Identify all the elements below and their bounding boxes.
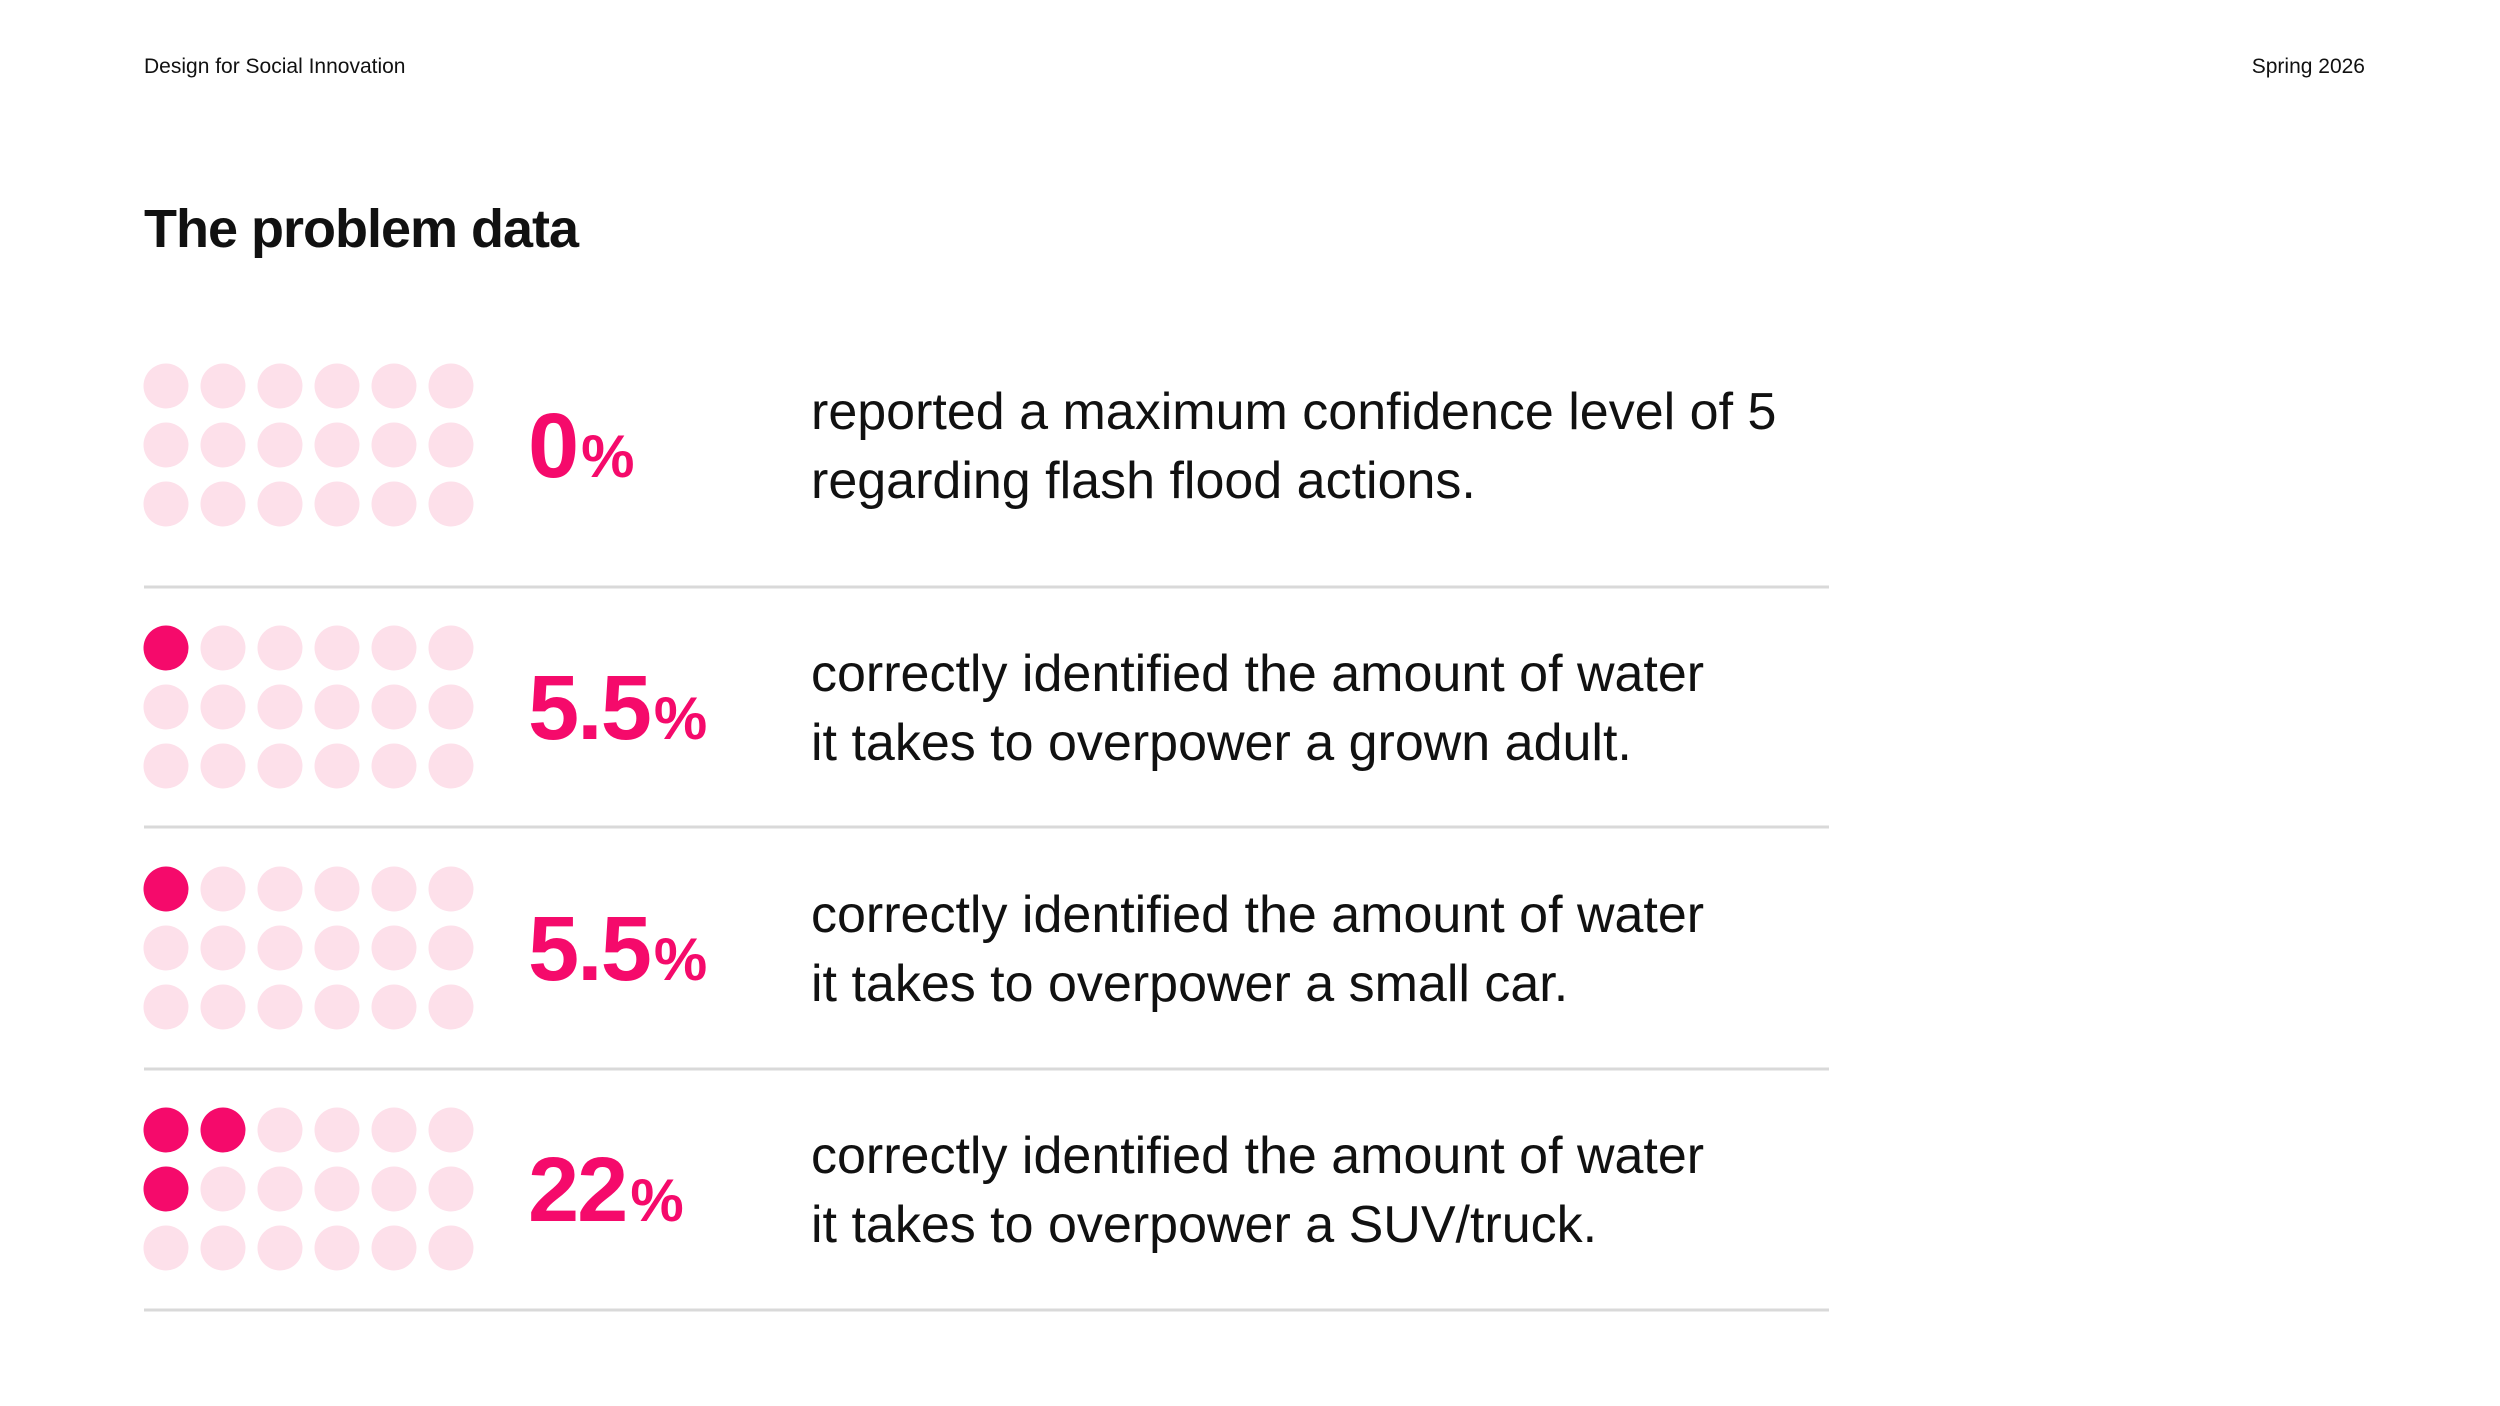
dot xyxy=(200,1225,246,1271)
dot xyxy=(428,743,474,789)
dot xyxy=(314,625,360,671)
dot xyxy=(200,625,246,671)
dot xyxy=(200,684,246,730)
dot xyxy=(314,1107,360,1153)
dot xyxy=(371,363,417,409)
dot xyxy=(257,625,303,671)
stat: 0% xyxy=(528,395,635,497)
stat: 22% xyxy=(528,1139,684,1241)
description-line: correctly identified the amount of water xyxy=(811,886,1704,944)
dot xyxy=(314,684,360,730)
dot xyxy=(371,925,417,971)
dot xyxy=(371,984,417,1030)
dot xyxy=(257,684,303,730)
dot xyxy=(200,743,246,789)
dot xyxy=(143,422,189,468)
description-line: regarding flash flood actions. xyxy=(811,452,1476,510)
dot xyxy=(143,743,189,789)
dot xyxy=(371,481,417,527)
dot-filled xyxy=(143,866,189,912)
dot xyxy=(428,925,474,971)
stat-unit: % xyxy=(630,1167,683,1234)
dot xyxy=(428,684,474,730)
dot xyxy=(143,363,189,409)
description-line: it takes to overpower a SUV/truck. xyxy=(811,1196,1597,1254)
dot-filled xyxy=(143,625,189,671)
dot xyxy=(200,422,246,468)
dot xyxy=(200,866,246,912)
dot xyxy=(371,1225,417,1271)
dot xyxy=(257,866,303,912)
dot xyxy=(371,625,417,671)
dot xyxy=(314,363,360,409)
description-line: correctly identified the amount of water xyxy=(811,645,1704,703)
dot xyxy=(143,984,189,1030)
dot xyxy=(314,866,360,912)
stat: 5.5% xyxy=(528,657,707,759)
title: The problem data xyxy=(144,199,580,259)
dot xyxy=(371,743,417,789)
dot xyxy=(143,925,189,971)
stat-unit: % xyxy=(654,685,707,752)
stat-unit: % xyxy=(654,926,707,993)
dot xyxy=(143,684,189,730)
dot xyxy=(371,422,417,468)
dot xyxy=(314,422,360,468)
header-right: Spring 2026 xyxy=(2252,55,2365,78)
dot-filled xyxy=(143,1107,189,1153)
header-left: Design for Social Innovation xyxy=(144,55,406,78)
stat: 5.5% xyxy=(528,898,707,1000)
description-line: reported a maximum confidence level of 5 xyxy=(811,383,1776,441)
dot xyxy=(257,925,303,971)
stat-unit: % xyxy=(581,423,634,490)
dot xyxy=(428,1107,474,1153)
dot xyxy=(314,1166,360,1212)
dot xyxy=(200,363,246,409)
dot xyxy=(314,743,360,789)
dot xyxy=(428,363,474,409)
dot-filled xyxy=(200,1107,246,1153)
dot xyxy=(257,1166,303,1212)
dot xyxy=(143,1225,189,1271)
dot xyxy=(200,925,246,971)
dot xyxy=(371,684,417,730)
dot xyxy=(257,984,303,1030)
dot xyxy=(257,363,303,409)
dot xyxy=(143,481,189,527)
dot xyxy=(200,481,246,527)
dot xyxy=(314,481,360,527)
stat-value: 5.5 xyxy=(528,898,650,1000)
dot xyxy=(257,422,303,468)
dot xyxy=(428,422,474,468)
dot xyxy=(314,984,360,1030)
dot xyxy=(371,1166,417,1212)
dot xyxy=(428,625,474,671)
dot xyxy=(257,743,303,789)
stat-value: 0 xyxy=(528,395,577,497)
dot xyxy=(314,1225,360,1271)
dot xyxy=(257,1225,303,1271)
dot xyxy=(257,1107,303,1153)
dot xyxy=(428,984,474,1030)
dot xyxy=(371,866,417,912)
stat-value: 22 xyxy=(528,1139,626,1241)
stat-value: 5.5 xyxy=(528,657,650,759)
description-line: correctly identified the amount of water xyxy=(811,1127,1704,1185)
dot xyxy=(200,984,246,1030)
dot xyxy=(314,925,360,971)
dot xyxy=(428,1225,474,1271)
dot-filled xyxy=(143,1166,189,1212)
dot xyxy=(428,866,474,912)
dot xyxy=(371,1107,417,1153)
dot xyxy=(200,1166,246,1212)
dot xyxy=(428,481,474,527)
dot xyxy=(428,1166,474,1212)
dot xyxy=(257,481,303,527)
description-line: it takes to overpower a grown adult. xyxy=(811,714,1632,772)
description-line: it takes to overpower a small car. xyxy=(811,955,1568,1013)
